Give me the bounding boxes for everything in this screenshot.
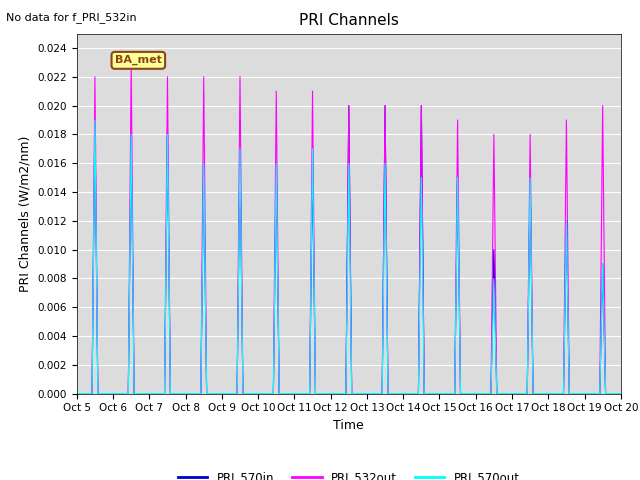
PRI_532out [273, 88, 280, 94]
PRI_570out [378, 391, 386, 396]
Legend: PRI_570in, PRI_532out, PRI_570out: PRI_570in, PRI_532out, PRI_570out [173, 466, 524, 480]
PRI_570in [617, 391, 625, 396]
PRI_570in [182, 391, 189, 396]
Line: PRI_532out: PRI_532out [77, 62, 621, 394]
PRI_570in [200, 160, 207, 166]
PRI_570out [273, 160, 280, 166]
Line: PRI_570out: PRI_570out [77, 120, 621, 394]
PRI_570in [378, 391, 386, 396]
PRI_570out [197, 391, 205, 396]
Text: BA_met: BA_met [115, 55, 162, 65]
Line: PRI_570in: PRI_570in [77, 106, 621, 394]
PRI_570out [617, 391, 625, 396]
PRI_532out [617, 391, 625, 396]
PRI_532out [415, 391, 422, 396]
PRI_570out [73, 391, 81, 396]
PRI_570in [345, 103, 353, 108]
PRI_570in [73, 391, 81, 396]
PRI_570out [203, 391, 211, 396]
PRI_532out [127, 60, 135, 65]
PRI_532out [559, 391, 567, 396]
PRI_570out [91, 117, 99, 123]
PRI_532out [73, 391, 81, 396]
X-axis label: Time: Time [333, 419, 364, 432]
PRI_532out [197, 391, 205, 396]
PRI_570in [415, 391, 422, 396]
PRI_570out [415, 391, 422, 396]
Y-axis label: PRI Channels (W/m2/nm): PRI Channels (W/m2/nm) [19, 135, 32, 292]
PRI_570in [269, 391, 277, 396]
Title: PRI Channels: PRI Channels [299, 13, 399, 28]
PRI_532out [203, 391, 211, 396]
Text: No data for f_PRI_532in: No data for f_PRI_532in [6, 12, 137, 23]
PRI_532out [378, 391, 386, 396]
PRI_570in [559, 391, 567, 396]
PRI_570out [559, 391, 567, 396]
